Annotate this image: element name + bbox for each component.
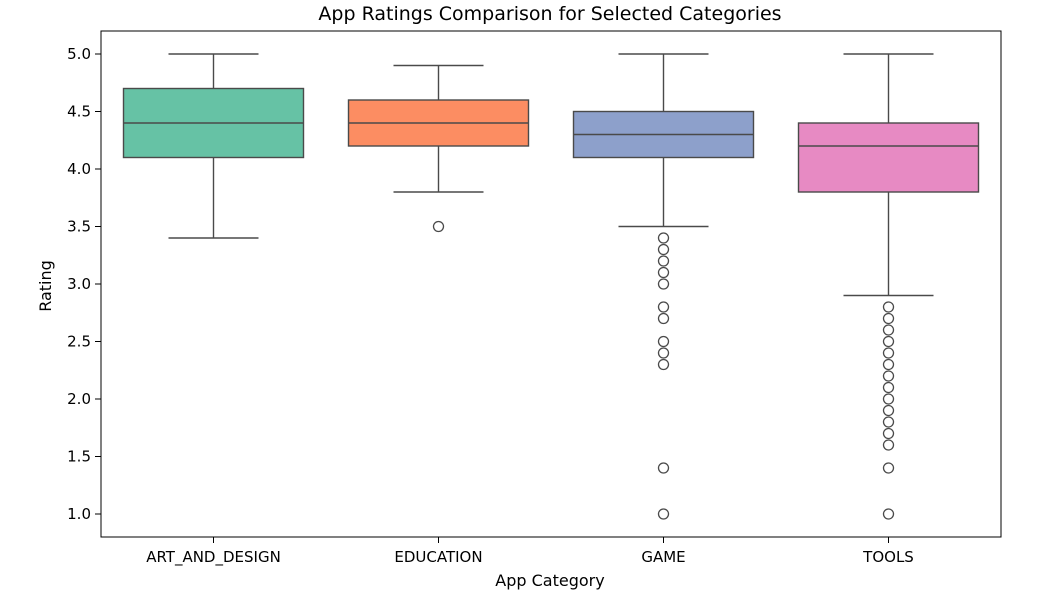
x-tick-label: TOOLS <box>862 548 914 566</box>
box-tools <box>797 53 980 520</box>
outlier-point <box>882 462 895 474</box>
y-tick-label: 4.5 <box>67 103 91 121</box>
outlier-point <box>882 312 895 325</box>
x-tick-label: EDUCATION <box>394 548 482 566</box>
box-series <box>122 53 980 520</box>
outlier-point <box>657 278 670 290</box>
y-tick-label: 5.0 <box>67 45 91 63</box>
outlier-point <box>657 347 670 359</box>
outlier-point <box>657 335 670 348</box>
y-tick-label: 3.0 <box>67 275 91 293</box>
outlier-point <box>657 266 670 279</box>
box-art-and-design <box>122 53 305 239</box>
y-tick-label: 2.5 <box>67 333 91 351</box>
outlier-point <box>882 301 895 313</box>
y-axis: 1.0 1.5 2.0 2.5 3.0 3.5 4.0 4.5 5.0 <box>67 45 101 523</box>
outlier-point <box>657 243 670 256</box>
x-tick-label: ART_AND_DESIGN <box>146 548 281 567</box>
iqr-box <box>797 122 980 193</box>
x-axis: ART_AND_DESIGN EDUCATION GAME TOOLS <box>146 537 914 567</box>
outlier-point <box>882 381 895 394</box>
y-tick-label: 4.0 <box>67 160 91 178</box>
outlier-point <box>882 404 895 417</box>
outlier-point <box>657 312 670 325</box>
outlier-point <box>882 427 895 440</box>
outlier-point <box>882 324 895 336</box>
x-axis-label: App Category <box>495 571 604 590</box>
y-tick-label: 1.0 <box>67 505 91 523</box>
outlier-point <box>657 462 670 474</box>
outlier-point <box>882 358 895 371</box>
y-tick-label: 3.5 <box>67 218 91 236</box>
outlier-point <box>882 508 895 520</box>
chart-title: App Ratings Comparison for Selected Cate… <box>318 3 781 25</box>
outlier-point <box>882 347 895 359</box>
outlier-point <box>882 416 895 428</box>
outlier-point <box>657 508 670 520</box>
outlier-point <box>882 439 895 451</box>
outlier-point <box>882 370 895 382</box>
outlier-point <box>657 358 670 371</box>
outlier-point <box>432 220 445 233</box>
y-tick-label: 2.0 <box>67 390 91 408</box>
box-education <box>347 64 530 233</box>
y-axis-label: Rating <box>36 260 55 312</box>
outlier-point <box>657 255 670 267</box>
outlier-point <box>882 335 895 348</box>
box-game <box>572 53 755 520</box>
y-tick-label: 1.5 <box>67 448 91 466</box>
outlier-point <box>657 232 670 244</box>
x-tick-label: GAME <box>641 548 685 566</box>
outlier-point <box>882 393 895 405</box>
outlier-point <box>657 301 670 313</box>
